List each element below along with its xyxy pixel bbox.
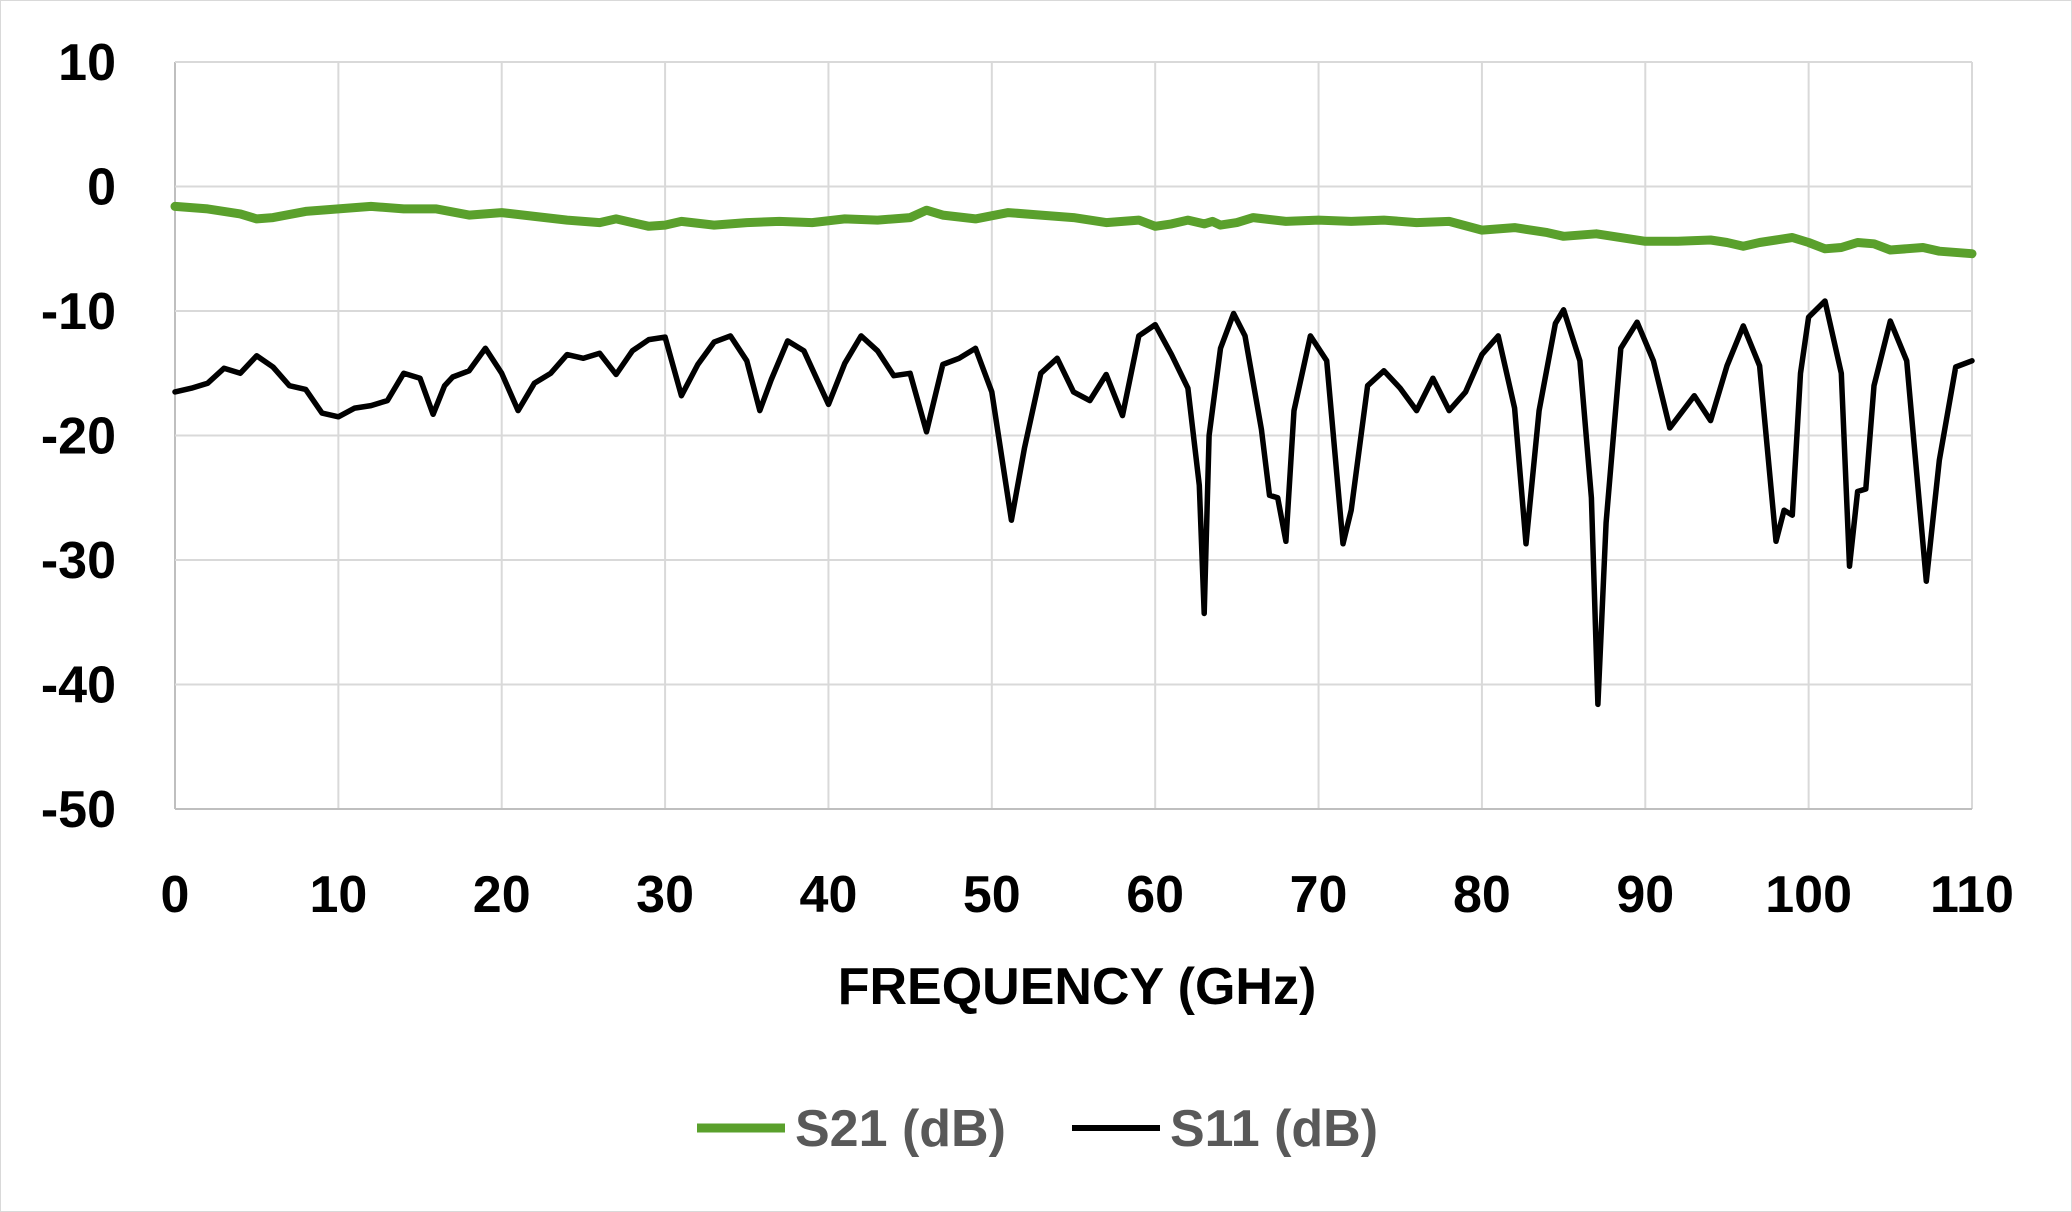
x-tick-label: 60 bbox=[1126, 866, 1184, 924]
x-tick-label: 20 bbox=[473, 866, 531, 924]
series-line-s21 bbox=[170, 201, 1977, 259]
x-tick-label: 100 bbox=[1765, 866, 1852, 924]
x-tick-label: 0 bbox=[161, 866, 190, 924]
x-tick-label: 80 bbox=[1453, 866, 1511, 924]
x-axis-title: FREQUENCY (GHz) bbox=[838, 958, 1317, 1016]
y-tick-label: -30 bbox=[41, 532, 116, 590]
x-tick-label: 10 bbox=[309, 866, 367, 924]
x-tick-label: 30 bbox=[636, 866, 694, 924]
y-tick-label: -40 bbox=[41, 657, 116, 715]
y-tick-label: -20 bbox=[41, 408, 116, 466]
y-tick-label: 0 bbox=[87, 159, 116, 217]
x-tick-label: 50 bbox=[963, 866, 1021, 924]
legend-label: S11 (dB) bbox=[1170, 1100, 1378, 1158]
y-tick-label: -50 bbox=[41, 781, 116, 839]
x-tick-label: 40 bbox=[800, 866, 858, 924]
y-tick-label: -10 bbox=[41, 283, 116, 341]
series-layer bbox=[170, 201, 1977, 708]
legend-label: S21 (dB) bbox=[795, 1100, 1006, 1158]
y-tick-label: 10 bbox=[58, 34, 116, 92]
grid bbox=[174, 61, 1973, 810]
x-tick-label: 70 bbox=[1290, 866, 1348, 924]
legend: S21 (dB) S11 (dB) bbox=[697, 1100, 1378, 1158]
x-tick-label: 90 bbox=[1616, 866, 1674, 924]
x-tick-label: 110 bbox=[1930, 866, 2014, 924]
x-tick-labels: 0 10 20 30 40 50 60 70 80 90 100 110 bbox=[161, 866, 2014, 924]
series-line-s11 bbox=[172, 298, 1975, 708]
y-tick-labels: 10 0 -10 -20 -30 -40 -50 bbox=[41, 34, 116, 839]
